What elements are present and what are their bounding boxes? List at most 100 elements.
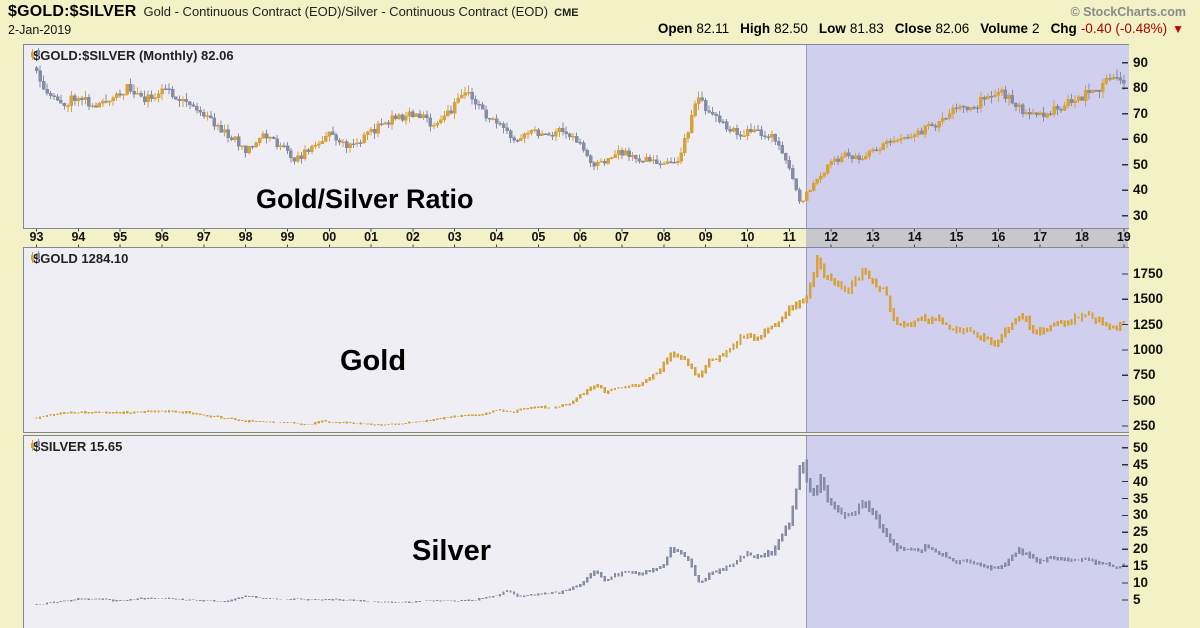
x-axis-year-label: 01 [364, 230, 379, 244]
x-axis-ticks [36, 229, 1125, 247]
y-axis-label: 40 [1133, 182, 1149, 198]
x-axis-year-label: 12 [824, 230, 839, 244]
annotation-ratio: Gold/Silver Ratio [256, 184, 474, 214]
price-bars-path [36, 65, 1125, 204]
x-axis-year-label: 16 [991, 230, 1006, 244]
quote-value-close: 82.06 [935, 21, 970, 36]
y-axis-label: 500 [1133, 392, 1156, 408]
quote-label-close: Close [894, 21, 932, 36]
y-axis-label: 1000 [1133, 341, 1164, 357]
y-axis-label: 35 [1133, 490, 1149, 506]
y-axis-label: 90 [1133, 54, 1149, 70]
y-axis-label: 60 [1133, 131, 1149, 147]
x-axis-year-label: 93 [29, 230, 44, 244]
y-axis-label: 10 [1133, 575, 1149, 591]
quote-label-volume: Volume [980, 21, 1029, 36]
x-axis-year-label: 18 [1075, 230, 1089, 244]
quote-fields: Open 82.11 High 82.50 Low 81.83 Close 82.06 Volu… [647, 21, 1167, 36]
x-axis-year-label: 95 [113, 230, 128, 244]
quote-value-chg: -0.40 (-0.48%) [1080, 21, 1168, 36]
price-bars-path [38, 254, 1125, 426]
price-bars-path [38, 462, 1125, 605]
y-axis-label: 50 [1133, 439, 1149, 455]
panel-title-text: $GOLD:$SILVER (Monthly) 82.06 [33, 48, 234, 63]
price-bars-svg [35, 254, 1128, 427]
symbol-description: Gold - Continuous Contract (EOD)/Silver … [143, 4, 549, 19]
price-bars-svg [34, 62, 1128, 217]
y-axis-label: 30 [1133, 507, 1149, 523]
symbol-title: $GOLD:$SILVER [8, 3, 137, 20]
y-axis-label: 40 [1133, 473, 1149, 489]
silver-panel: $SILVER 15.65 [23, 435, 1129, 628]
y-axis-label: 80 [1133, 80, 1149, 96]
y-axis-label: 45 [1133, 456, 1149, 472]
x-axis-strip: 93 94 95 96 97 98 99 00 01 02 03 04 05 06 07 08 09 10 11 12… [23, 229, 1131, 247]
price-bars-path [67, 74, 1114, 204]
price-bars-path [35, 459, 1118, 605]
x-axis-year-label: 03 [447, 230, 462, 244]
price-bars-path [1122, 447, 1128, 601]
quote-row: Open 82.11 High 82.50 Low 81.83 Close 82.06 Volu… [647, 21, 1184, 36]
x-axis-year-label: 11 [782, 230, 796, 244]
x-axis-year-label: 00 [322, 230, 337, 244]
y-axis-label: 1500 [1133, 291, 1164, 307]
y-axis-label: 30 [1133, 207, 1149, 223]
price-bars-path [66, 76, 1116, 202]
panel-title-text: $GOLD 1284.10 [33, 251, 129, 266]
x-axis-year-label: 17 [1033, 230, 1048, 244]
x-axis-year-label: 19 [1116, 230, 1131, 244]
x-axis-year-label: 13 [865, 230, 880, 244]
x-axis-year-label: 04 [489, 230, 504, 244]
x-axis-year-label: 15 [949, 230, 964, 244]
x-axis-year-label: 06 [573, 230, 588, 244]
quote-label-open: Open [657, 21, 693, 36]
x-axis-year-label: 02 [405, 230, 420, 244]
panel-shade [806, 436, 1129, 628]
panel-title-text: $SILVER 15.65 [33, 439, 123, 454]
quote-date: 2-Jan-2019 [8, 23, 72, 37]
y-axis-label: 1250 [1133, 316, 1164, 332]
quote-label-chg: Chg [1050, 21, 1077, 36]
price-bars-path [1122, 62, 1128, 217]
y-axis-label: 50 [1133, 156, 1149, 172]
y-axis-label: 250 [1133, 417, 1156, 433]
y-axis-label: 25 [1133, 524, 1149, 540]
y-axis-label: 70 [1133, 105, 1149, 121]
x-axis-year-label: 98 [238, 230, 253, 244]
x-axis-year-label: 14 [907, 230, 922, 244]
price-bars-path [34, 67, 1126, 202]
gold-panel: $GOLD 1284.10 [23, 247, 1129, 433]
quote-value-open: 82.11 [696, 21, 730, 36]
x-axis-year-label: 07 [615, 230, 629, 244]
price-bars-svg [35, 447, 1128, 605]
panel-shade [806, 45, 1129, 228]
panel-shade [806, 248, 1129, 432]
x-axis-year-label: 97 [196, 230, 211, 244]
y-axis-label: 1750 [1133, 265, 1164, 281]
quote-value-high: 82.50 [774, 21, 808, 36]
copyright-label: © StockCharts.com [1070, 5, 1187, 19]
x-axis-year-label: 99 [280, 230, 295, 244]
price-bars-path [36, 229, 1125, 247]
price-bars-path [35, 257, 1118, 426]
x-axis-year-label: 05 [531, 230, 546, 244]
x-axis-year-label: 10 [740, 230, 755, 244]
chart-header: $GOLD:$SILVER Gold - Continuous Contract … [8, 3, 579, 21]
quote-value-low: 81.83 [849, 21, 884, 36]
panel-title-gold: $GOLD 1284.10 [29, 251, 128, 266]
x-axis-year-label: 94 [71, 230, 86, 244]
quote-label-high: High [740, 21, 771, 36]
y-axis-label: 15 [1133, 558, 1149, 574]
x-axis-year-label: 96 [155, 230, 169, 244]
exchange-label: CME [554, 7, 579, 19]
y-axis-label: 750 [1133, 367, 1156, 383]
panel-title-ratio: $GOLD:$SILVER (Monthly) 82.06 [29, 48, 234, 63]
y-axis-label: 5 [1133, 591, 1141, 607]
ratio-panel: $GOLD:$SILVER (Monthly) 82.06 [23, 44, 1129, 229]
y-axis-label: 20 [1133, 541, 1149, 557]
annotation-gold: Gold [340, 345, 407, 377]
quote-value-volume: 2 [1032, 21, 1040, 36]
x-axis-year-label: 08 [656, 230, 671, 244]
price-bars-path [1122, 273, 1128, 427]
